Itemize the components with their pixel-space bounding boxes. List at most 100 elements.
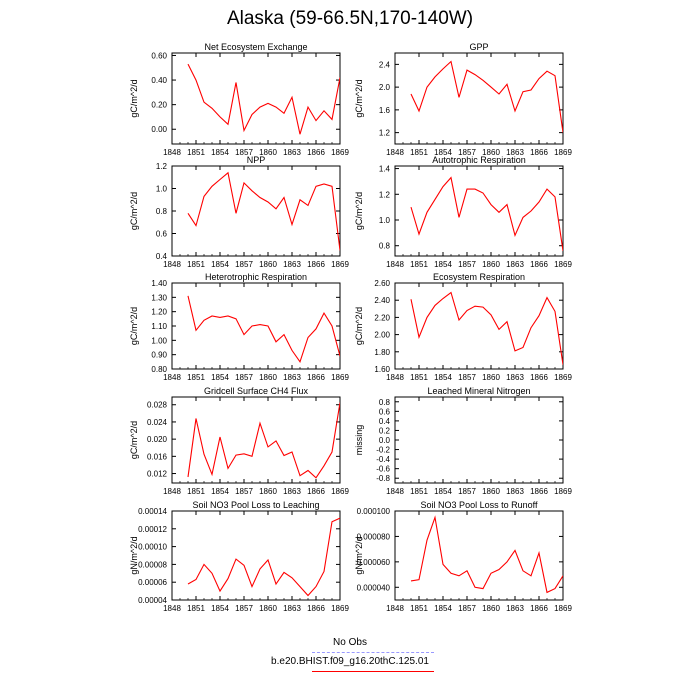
- chart-5-ylabel: gC/m^2/d: [129, 307, 139, 345]
- chart-3-xtick-label: 1869: [331, 260, 349, 269]
- chart-7-series-line: [187, 402, 340, 479]
- chart-10-xtick-label: 1851: [410, 604, 428, 613]
- chart-2-xtick-label: 1869: [554, 148, 572, 157]
- chart-8-ytick-label: -0.8: [376, 474, 390, 483]
- chart-6-ytick-label: 1.60: [374, 365, 390, 374]
- chart-3-xtick-label: 1848: [163, 260, 181, 269]
- chart-2-ytick-label: 2.4: [379, 60, 391, 69]
- chart-8-ytick-label: 0.4: [379, 417, 391, 426]
- chart-1-xtick-label: 1863: [283, 148, 301, 157]
- chart-7-frame: [171, 396, 341, 484]
- chart-8-xtick-label: 1860: [482, 487, 500, 496]
- chart-5-ytick-label: 1.00: [151, 336, 167, 345]
- chart-7-ytick-label: 0.012: [147, 470, 168, 479]
- chart-8-ylabel: missing: [354, 425, 364, 456]
- chart-1-xtick-label: 1851: [187, 148, 205, 157]
- chart-10-xtick-label: 1866: [530, 604, 548, 613]
- chart-7-xtick-label: 1863: [283, 487, 301, 496]
- chart-9-ytick-label: 0.00006: [138, 578, 167, 587]
- chart-8-ytick-label: -0.4: [376, 455, 390, 464]
- chart-6-ytick-label: 2.60: [374, 279, 390, 288]
- chart-9-xtick-label: 1869: [331, 604, 349, 613]
- chart-3-ytick-label: 1.0: [156, 185, 168, 194]
- chart-3-xtick-label: 1860: [259, 260, 277, 269]
- chart-6-ytick-label: 2.20: [374, 313, 390, 322]
- chart-7-xtick-label: 1854: [211, 487, 229, 496]
- chart-4-xtick-label: 1848: [386, 260, 404, 269]
- chart-5-xtick-label: 1863: [283, 373, 301, 382]
- chart-2-xtick-label: 1851: [410, 148, 428, 157]
- chart-2-ytick-label: 2.0: [379, 83, 391, 92]
- chart-1-title: Net Ecosystem Exchange: [204, 42, 307, 52]
- legend-label-no-obs: No Obs: [333, 637, 367, 648]
- chart-7-xtick-label: 1857: [235, 487, 253, 496]
- chart-1-frame: [171, 52, 341, 145]
- chart-3-frame: [171, 165, 341, 257]
- chart-7-xtick-label: 1866: [307, 487, 325, 496]
- chart-1-ytick-label: 0.40: [151, 76, 167, 85]
- chart-4-xtick-label: 1860: [482, 260, 500, 269]
- chart-5-ytick-label: 0.90: [151, 351, 167, 360]
- chart-3-ytick-label: 0.8: [156, 207, 168, 216]
- chart-6-series-line: [410, 291, 563, 365]
- chart-5-ytick-label: 1.10: [151, 322, 167, 331]
- chart-9-frame: [171, 510, 341, 601]
- chart-8-xtick-label: 1863: [506, 487, 524, 496]
- chart-5-ytick-label: 1.40: [151, 279, 167, 288]
- chart-6-ytick-label: 2.40: [374, 296, 390, 305]
- chart-10-xtick-label: 1857: [458, 604, 476, 613]
- chart-1-series-line: [187, 63, 340, 135]
- chart-3-xtick-label: 1866: [307, 260, 325, 269]
- chart-6-xtick-label: 1848: [386, 373, 404, 382]
- page-title: Alaska (59-66.5N,170-140W): [226, 8, 474, 29]
- chart-9-xtick-label: 1848: [163, 604, 181, 613]
- chart-10-xtick-label: 1860: [482, 604, 500, 613]
- chart-7-ytick-label: 0.028: [147, 401, 168, 410]
- chart-5-ytick-label: 0.80: [151, 365, 167, 374]
- chart-7-ytick-label: 0.020: [147, 435, 168, 444]
- chart-1-xtick-label: 1848: [163, 148, 181, 157]
- chart-7-xtick-label: 1851: [187, 487, 205, 496]
- chart-5-ytick-label: 1.30: [151, 293, 167, 302]
- chart-8-title: Leached Mineral Nitrogen: [427, 386, 530, 396]
- chart-7-xtick-label: 1869: [331, 487, 349, 496]
- chart-4-xtick-label: 1851: [410, 260, 428, 269]
- chart-2-xtick-label: 1866: [530, 148, 548, 157]
- chart-1-ytick-label: 0.60: [151, 51, 167, 60]
- chart-9-xtick-label: 1857: [235, 604, 253, 613]
- chart-4-xtick-label: 1854: [434, 260, 452, 269]
- chart-8-ytick-label: 0.0: [379, 436, 391, 445]
- chart-5-ytick-label: 1.20: [151, 308, 167, 317]
- chart-2-ytick-label: 1.2: [379, 129, 391, 138]
- chart-3-ytick-label: 1.2: [156, 162, 168, 171]
- chart-9-xtick-label: 1863: [283, 604, 301, 613]
- chart-4-ytick-label: 0.8: [379, 242, 391, 251]
- chart-9-xtick-label: 1851: [187, 604, 205, 613]
- chart-10-title: Soil NO3 Pool Loss to Runoff: [421, 500, 538, 510]
- chart-3-ytick-label: 0.4: [156, 252, 168, 261]
- chart-10-frame: [394, 510, 564, 601]
- legend-line-model: [312, 671, 434, 672]
- chart-6-xtick-label: 1866: [530, 373, 548, 382]
- chart-10-series-line: [410, 515, 563, 594]
- chart-9-title: Soil NO3 Pool Loss to Leaching: [192, 500, 319, 510]
- chart-2-series-line: [410, 60, 563, 133]
- chart-6-xtick-label: 1857: [458, 373, 476, 382]
- chart-8-xtick-label: 1857: [458, 487, 476, 496]
- chart-2-xtick-label: 1857: [458, 148, 476, 157]
- chart-3-xtick-label: 1854: [211, 260, 229, 269]
- chart-6-xtick-label: 1869: [554, 373, 572, 382]
- chart-10-xtick-label: 1869: [554, 604, 572, 613]
- chart-4-xtick-label: 1863: [506, 260, 524, 269]
- chart-6-frame: [394, 282, 564, 370]
- chart-10-xtick-label: 1854: [434, 604, 452, 613]
- chart-7-ytick-label: 0.024: [147, 418, 168, 427]
- chart-10-ylabel: gN/m^2/d: [354, 536, 364, 574]
- chart-10-xtick-label: 1863: [506, 604, 524, 613]
- chart-1-xtick-label: 1854: [211, 148, 229, 157]
- chart-5-frame: [171, 282, 341, 370]
- chart-5-series-line: [187, 295, 340, 364]
- chart-1-xtick-label: 1869: [331, 148, 349, 157]
- chart-3-xtick-label: 1863: [283, 260, 301, 269]
- chart-3-ylabel: gC/m^2/d: [129, 192, 139, 230]
